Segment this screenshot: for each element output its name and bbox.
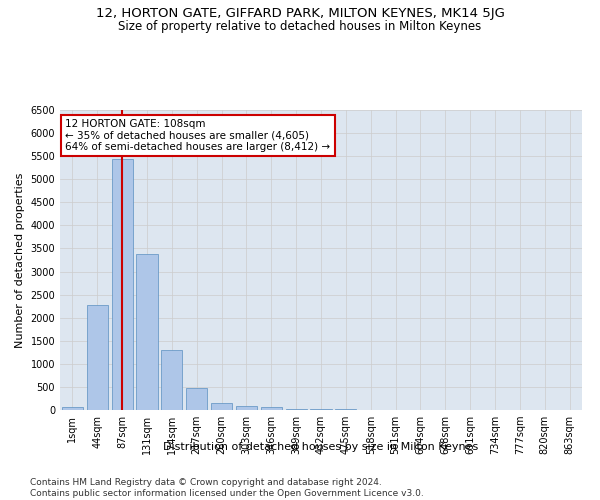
Y-axis label: Number of detached properties: Number of detached properties	[15, 172, 25, 348]
Bar	[136, 254, 158, 410]
Text: Distribution of detached houses by size in Milton Keynes: Distribution of detached houses by size …	[163, 442, 479, 452]
Text: 12 HORTON GATE: 108sqm
← 35% of detached houses are smaller (4,605)
64% of semi-: 12 HORTON GATE: 108sqm ← 35% of detached…	[65, 119, 331, 152]
Bar	[261, 407, 282, 410]
Bar	[236, 406, 257, 410]
Bar	[310, 409, 332, 410]
Text: Contains HM Land Registry data © Crown copyright and database right 2024.
Contai: Contains HM Land Registry data © Crown c…	[30, 478, 424, 498]
Bar	[87, 305, 108, 410]
Bar	[186, 388, 207, 410]
Text: Size of property relative to detached houses in Milton Keynes: Size of property relative to detached ho…	[118, 20, 482, 33]
Bar	[286, 408, 307, 410]
Bar	[112, 160, 133, 410]
Text: 12, HORTON GATE, GIFFARD PARK, MILTON KEYNES, MK14 5JG: 12, HORTON GATE, GIFFARD PARK, MILTON KE…	[95, 8, 505, 20]
Bar	[211, 402, 232, 410]
Bar	[161, 350, 182, 410]
Bar	[62, 407, 83, 410]
